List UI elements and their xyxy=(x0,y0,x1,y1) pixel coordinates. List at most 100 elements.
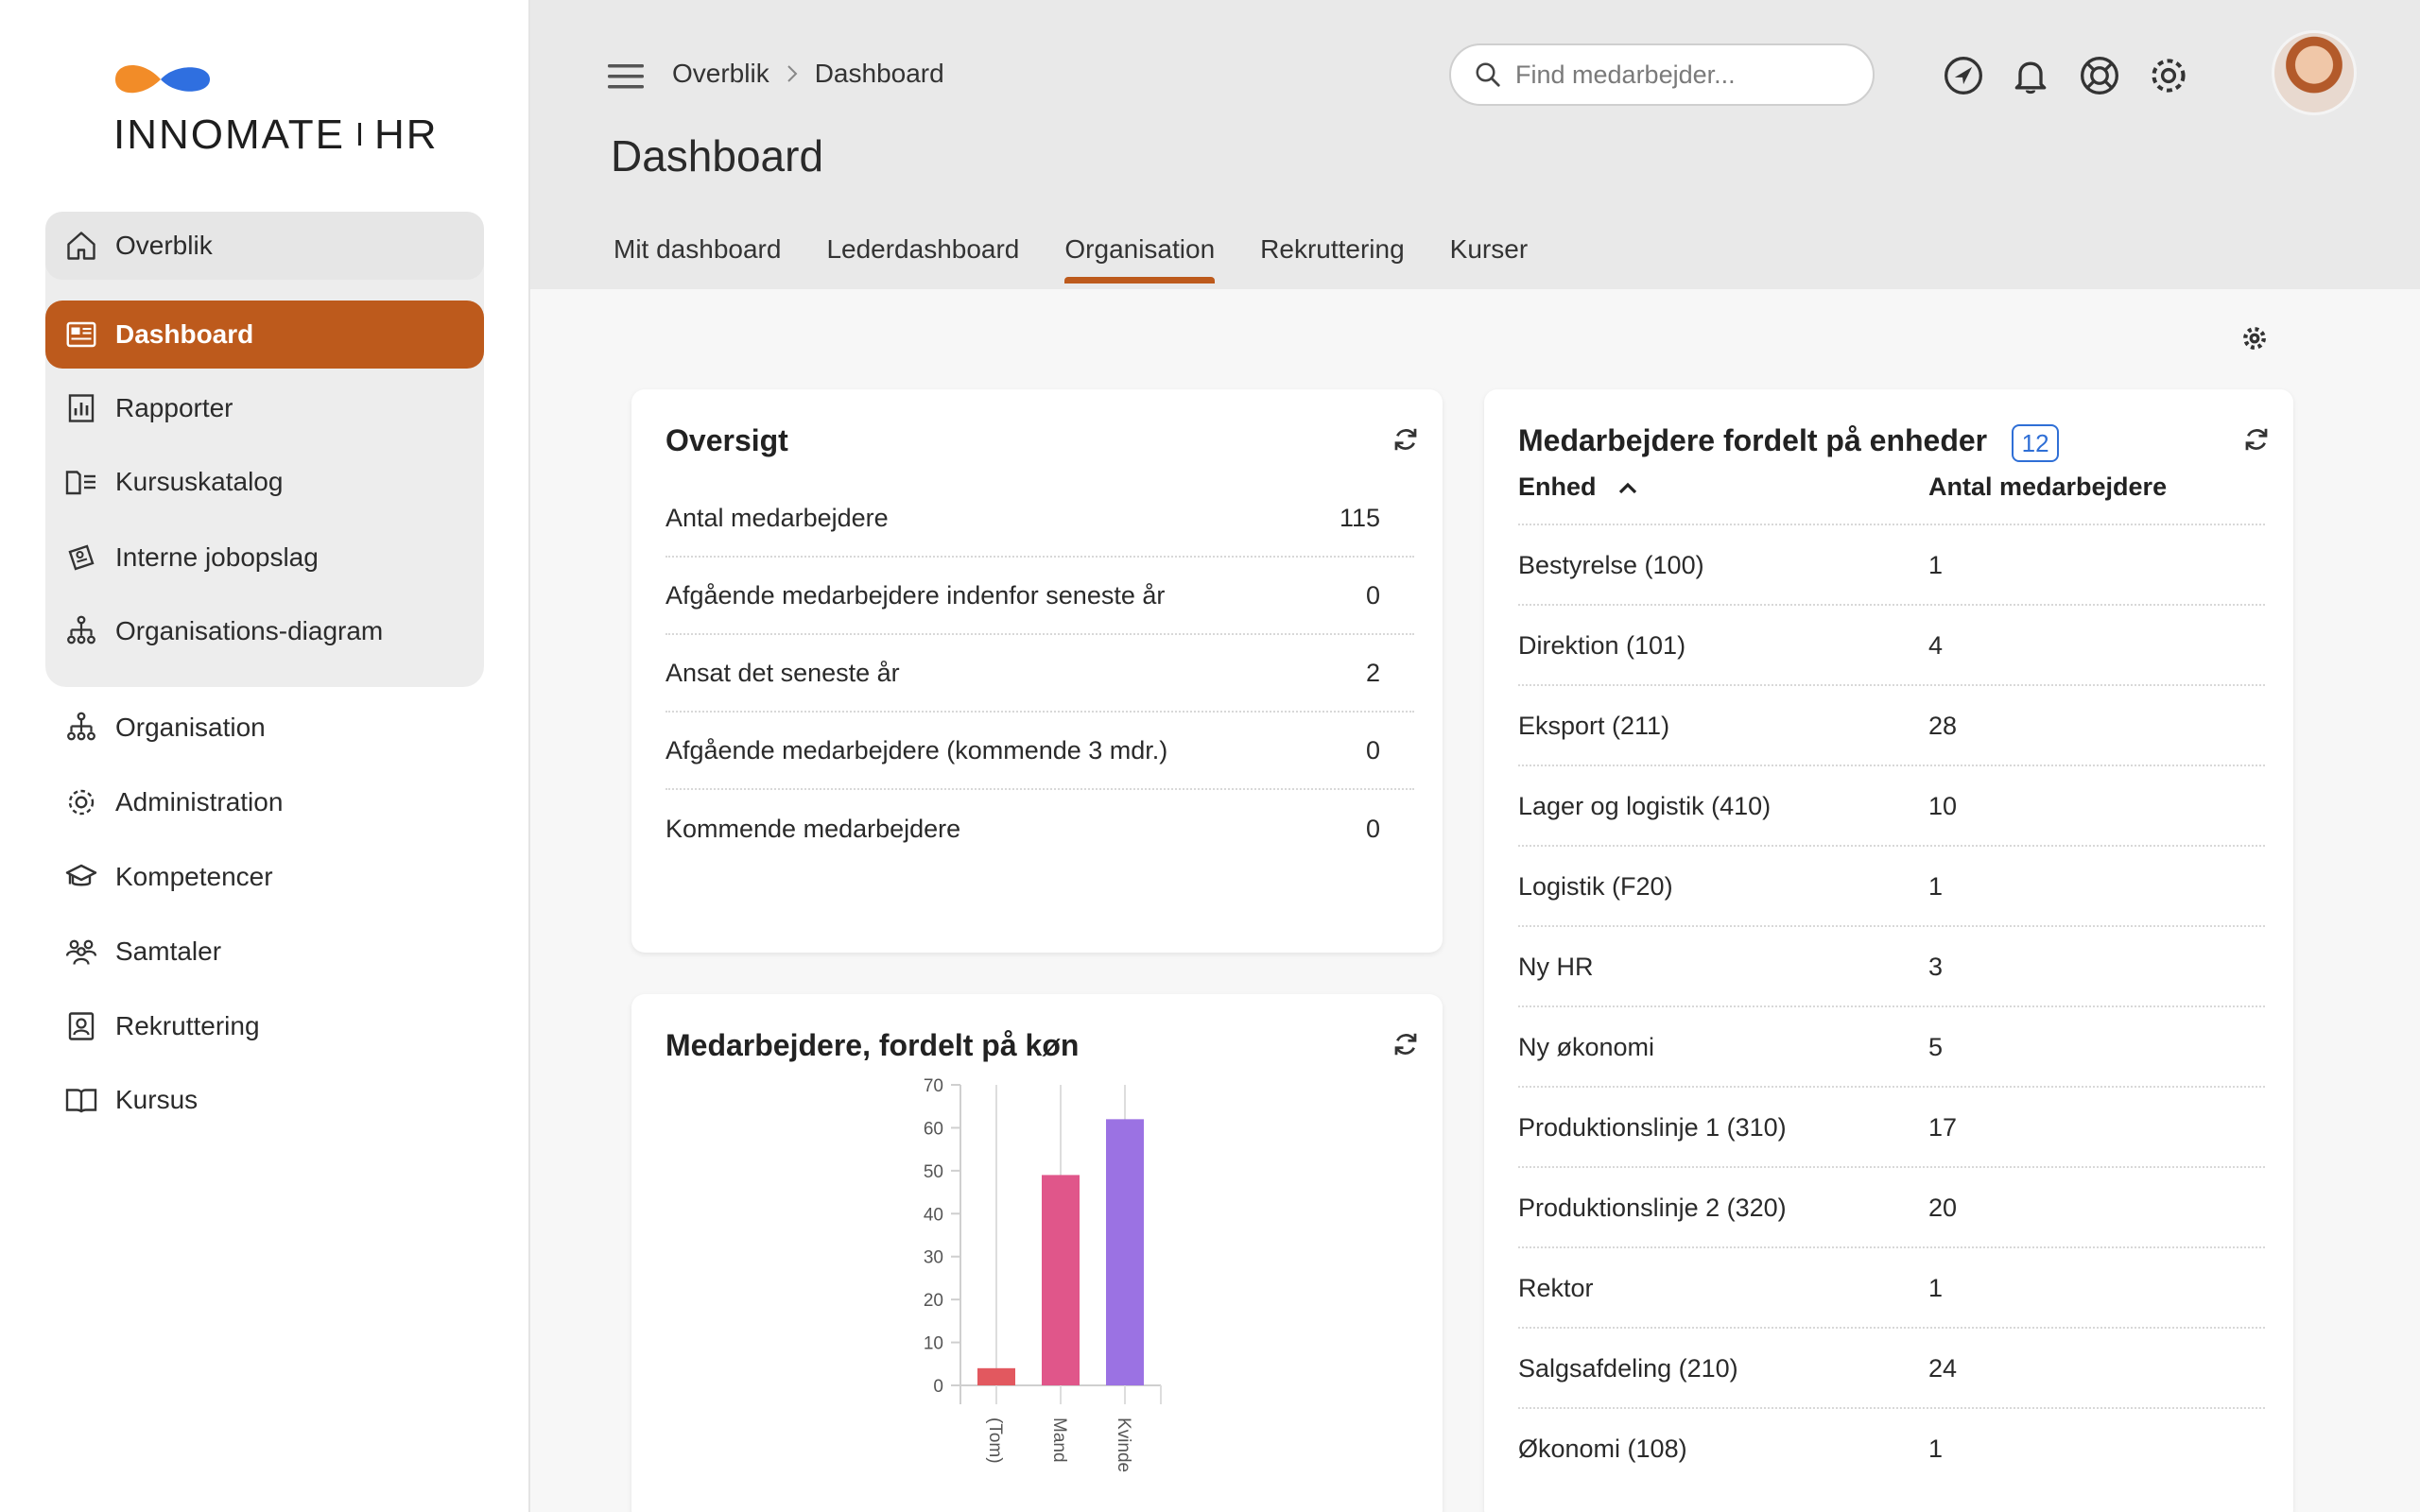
sidebar-item-interne-jobopslag[interactable]: Interne jobopslag xyxy=(45,524,484,592)
sidebar-item-rekruttering[interactable]: Rekruttering xyxy=(45,992,484,1060)
breadcrumb: Overblik Dashboard xyxy=(672,59,944,89)
sidebar-item-samtaler[interactable]: Samtaler xyxy=(45,918,484,986)
page-title: Dashboard xyxy=(611,131,824,180)
sidebar-item-dashboard[interactable]: Dashboard xyxy=(45,301,484,369)
units-title-text: Medarbejdere fordelt på enheder xyxy=(1518,423,1988,457)
bar-tom xyxy=(977,1367,1015,1385)
dashboard-settings-icon[interactable] xyxy=(2242,326,2267,351)
top-header: Overblik Dashboard Dashboard Mit dashboa… xyxy=(530,0,2420,289)
overview-row-label: Kommende medarbejdere xyxy=(666,814,961,843)
sidebar-item-label: Organisations-diagram xyxy=(115,616,384,645)
table-row[interactable]: Rektor 1 xyxy=(1518,1246,2265,1327)
bell-icon[interactable] xyxy=(2010,55,2051,96)
table-row[interactable]: Bestyrelse (100) 1 xyxy=(1518,524,2265,604)
unit-name: Eksport (211) xyxy=(1518,712,1670,740)
y-tick-label: 30 xyxy=(924,1248,943,1268)
sidebar-item-organisations-diagram[interactable]: Organisations-diagram xyxy=(45,597,484,665)
column-header-label: Enhed xyxy=(1518,472,1597,501)
units-card: Medarbejdere fordelt på enheder 12 Enhed … xyxy=(1484,389,2293,1512)
unit-count: 10 xyxy=(1928,792,1958,820)
gear-icon[interactable] xyxy=(2148,55,2189,96)
graduation-cap-icon xyxy=(65,864,97,886)
sidebar-item-kompetencer[interactable]: Kompetencer xyxy=(45,843,484,911)
search-box[interactable] xyxy=(1449,43,1875,106)
x-tick-label: Mand xyxy=(1049,1418,1069,1463)
table-row[interactable]: Lager og logistik (410) 10 xyxy=(1518,765,2265,845)
refresh-icon[interactable] xyxy=(2242,425,2271,454)
overview-row-label: Afgående medarbejdere (kommende 3 mdr.) xyxy=(666,735,1168,765)
breadcrumb-link-overblik[interactable]: Overblik xyxy=(672,59,769,88)
y-tick-label: 20 xyxy=(924,1291,943,1311)
lifebuoy-icon[interactable] xyxy=(2079,55,2120,96)
table-row[interactable]: Ny HR 3 xyxy=(1518,925,2265,1005)
overview-row-value: 0 xyxy=(1365,814,1380,843)
breadcrumb-current: Dashboard xyxy=(814,59,944,88)
sidebar-item-label: Kompetencer xyxy=(115,862,273,891)
sidebar-item-label: Organisation xyxy=(115,713,266,742)
unit-name: Produktionslinje 1 (310) xyxy=(1518,1113,1787,1142)
table-row[interactable]: Direktion (101) 4 xyxy=(1518,604,2265,684)
y-tick-label: 10 xyxy=(924,1334,943,1354)
tab-mit-dashboard[interactable]: Mit dashboard xyxy=(614,234,782,264)
table-row[interactable]: Produktionslinje 1 (310) 17 xyxy=(1518,1086,2265,1166)
table-row[interactable]: Produktionslinje 2 (320) 20 xyxy=(1518,1166,2265,1246)
search-icon xyxy=(1476,62,1500,87)
column-header-antal[interactable]: Antal medarbejdere xyxy=(1928,472,2168,501)
unit-name: Lager og logistik (410) xyxy=(1518,792,1772,820)
gender-chart-title: Medarbejdere, fordelt på køn xyxy=(666,1028,1080,1062)
tab-lederdashboard[interactable]: Lederdashboard xyxy=(826,234,1020,264)
table-row[interactable]: Økonomi (108) 1 xyxy=(1518,1407,2265,1487)
sort-ascending-icon xyxy=(1618,482,1636,493)
overview-row: Afgående medarbejdere indenfor seneste å… xyxy=(666,558,1414,635)
hamburger-menu-icon[interactable] xyxy=(608,62,644,91)
tab-rekruttering[interactable]: Rekruttering xyxy=(1260,234,1405,264)
refresh-icon[interactable] xyxy=(1392,1030,1420,1058)
navigate-icon[interactable] xyxy=(1943,55,1984,96)
brand-logo[interactable]: INNOMATE HR xyxy=(112,57,437,161)
column-header-enhed[interactable]: Enhed xyxy=(1518,472,1638,502)
refresh-icon[interactable] xyxy=(1392,425,1420,454)
overview-row-label: Ansat det seneste år xyxy=(666,658,900,687)
unit-name: Logistik (F20) xyxy=(1518,872,1673,901)
brand-wordmark: INNOMATE HR xyxy=(113,112,439,158)
table-row[interactable]: Logistik (F20) 1 xyxy=(1518,845,2265,925)
gender-chart-card: Medarbejdere, fordelt på køn 0 10 20 30 40 50… xyxy=(631,994,1443,1512)
user-avatar[interactable] xyxy=(2272,30,2357,115)
sidebar-item-organisation[interactable]: Organisation xyxy=(45,694,484,762)
overview-card: Oversigt Antal medarbejdere 115 Afgående … xyxy=(631,389,1443,953)
unit-name: Økonomi (108) xyxy=(1518,1435,1687,1463)
unit-name: Produktionslinje 2 (320) xyxy=(1518,1194,1787,1222)
table-row[interactable]: Salgsafdeling (210) 24 xyxy=(1518,1327,2265,1407)
unit-count: 4 xyxy=(1928,631,1944,660)
overview-row: Afgående medarbejdere (kommende 3 mdr.) 0 xyxy=(666,713,1414,790)
unit-name: Bestyrelse (100) xyxy=(1518,551,1704,579)
units-count-badge: 12 xyxy=(2012,423,2060,462)
sidebar-item-overblik[interactable]: Overblik xyxy=(45,212,484,280)
sidebar-item-administration[interactable]: Administration xyxy=(45,768,484,836)
sidebar-item-kursuskatalog[interactable]: Kursuskatalog xyxy=(45,448,484,516)
overview-row-value: 2 xyxy=(1365,658,1380,687)
gear-icon xyxy=(68,789,95,816)
sidebar-item-label: Samtaler xyxy=(115,936,222,966)
tab-organisation[interactable]: Organisation xyxy=(1064,234,1215,284)
unit-count: 24 xyxy=(1928,1354,1958,1383)
tab-kurser[interactable]: Kurser xyxy=(1449,234,1529,264)
table-row[interactable]: Ny økonomi 5 xyxy=(1518,1005,2265,1086)
table-row[interactable]: Eksport (211) 28 xyxy=(1518,684,2265,765)
overview-row: Kommende medarbejdere 0 xyxy=(666,790,1414,868)
sidebar-item-rapporter[interactable]: Rapporter xyxy=(45,374,484,442)
bar-kvinde xyxy=(1106,1119,1144,1385)
org-chart-icon xyxy=(67,712,95,741)
search-input[interactable] xyxy=(1515,60,1856,90)
chevron-right-icon xyxy=(786,65,798,82)
y-tick-label: 50 xyxy=(924,1162,943,1182)
overview-row-value: 0 xyxy=(1365,580,1380,610)
sidebar-item-kursus[interactable]: Kursus xyxy=(45,1066,484,1134)
unit-count: 5 xyxy=(1928,1033,1944,1061)
y-tick-label: 60 xyxy=(924,1119,943,1139)
bar-mand xyxy=(1042,1175,1080,1385)
x-tick-label: (Tom) xyxy=(985,1418,1005,1464)
catalog-icon xyxy=(65,471,95,495)
job-post-icon xyxy=(68,544,95,571)
brand-logo-icon xyxy=(115,64,210,94)
